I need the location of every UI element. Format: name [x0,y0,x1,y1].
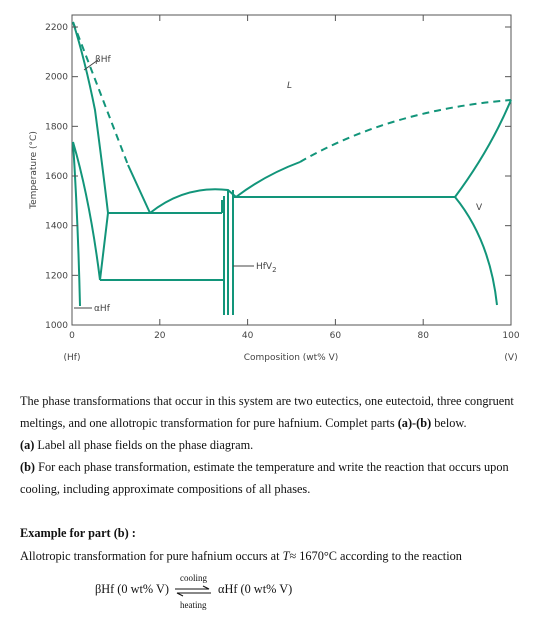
x-axis-label: Composition (wt% V) [244,353,339,363]
y-tick-label: 1600 [45,172,68,182]
label-alpha: αHf [94,304,111,314]
label-liquid: L [287,81,292,91]
liquidus-right [235,161,301,198]
pointer [83,59,99,71]
equilibrium-arrows [175,585,211,597]
phase-lines [72,21,512,315]
phase-diagram: βHf L V HfV2 αHf Temperature (°C) Compos… [29,14,520,363]
label-v: V [476,203,483,213]
reaction-bottom: heating [180,600,207,610]
y-tick-label: 1400 [45,222,68,232]
part-a: (a) Label all phase fields on the phase … [20,438,254,452]
x-tick-label: 80 [417,331,429,341]
reaction-left: βHf (0 wt% V) [95,582,169,596]
part-b: (b) For each phase transformation, estim… [20,460,509,496]
x-tick-label: 0 [69,331,75,341]
alpha-beta-line [72,141,101,281]
v-solidus [454,99,512,198]
v-solvus [454,196,498,306]
plot-frame [71,14,512,326]
y-tick-label: 2000 [45,73,68,83]
x-tick-label: 40 [242,331,254,341]
liquidus-right-dashed [299,99,512,163]
liquidus-left-dashed [72,21,129,166]
y-tick-label: 1800 [45,122,68,132]
reaction-top: cooling [180,573,207,583]
label-compound: HfV2 [256,262,277,274]
beta-solvus [72,21,110,281]
y-tick-label: 2200 [45,23,68,33]
x-tick-label: 60 [330,331,342,341]
example: Allotropic transformation for pure hafni… [20,549,462,563]
y-tick-label: 1000 [45,321,68,331]
compound-liquidus [149,188,237,214]
left-end-label: (Hf) [64,353,81,363]
reaction-right: αHf (0 wt% V) [218,582,293,596]
alpha-solvus [72,141,81,307]
right-end-label: (V) [504,353,517,363]
x-tick-label: 100 [502,331,519,341]
x-tick-label: 20 [154,331,166,341]
compound-boundaries [221,190,234,315]
y-axis-label: Temperature (°C) [29,131,39,210]
y-tick-label: 1200 [45,271,68,281]
label-beta: βHf [95,55,112,65]
liquidus-left [127,164,151,214]
example-heading: Example for part (b) : [20,526,136,540]
intro: The phase transformations that occur in … [20,394,514,430]
